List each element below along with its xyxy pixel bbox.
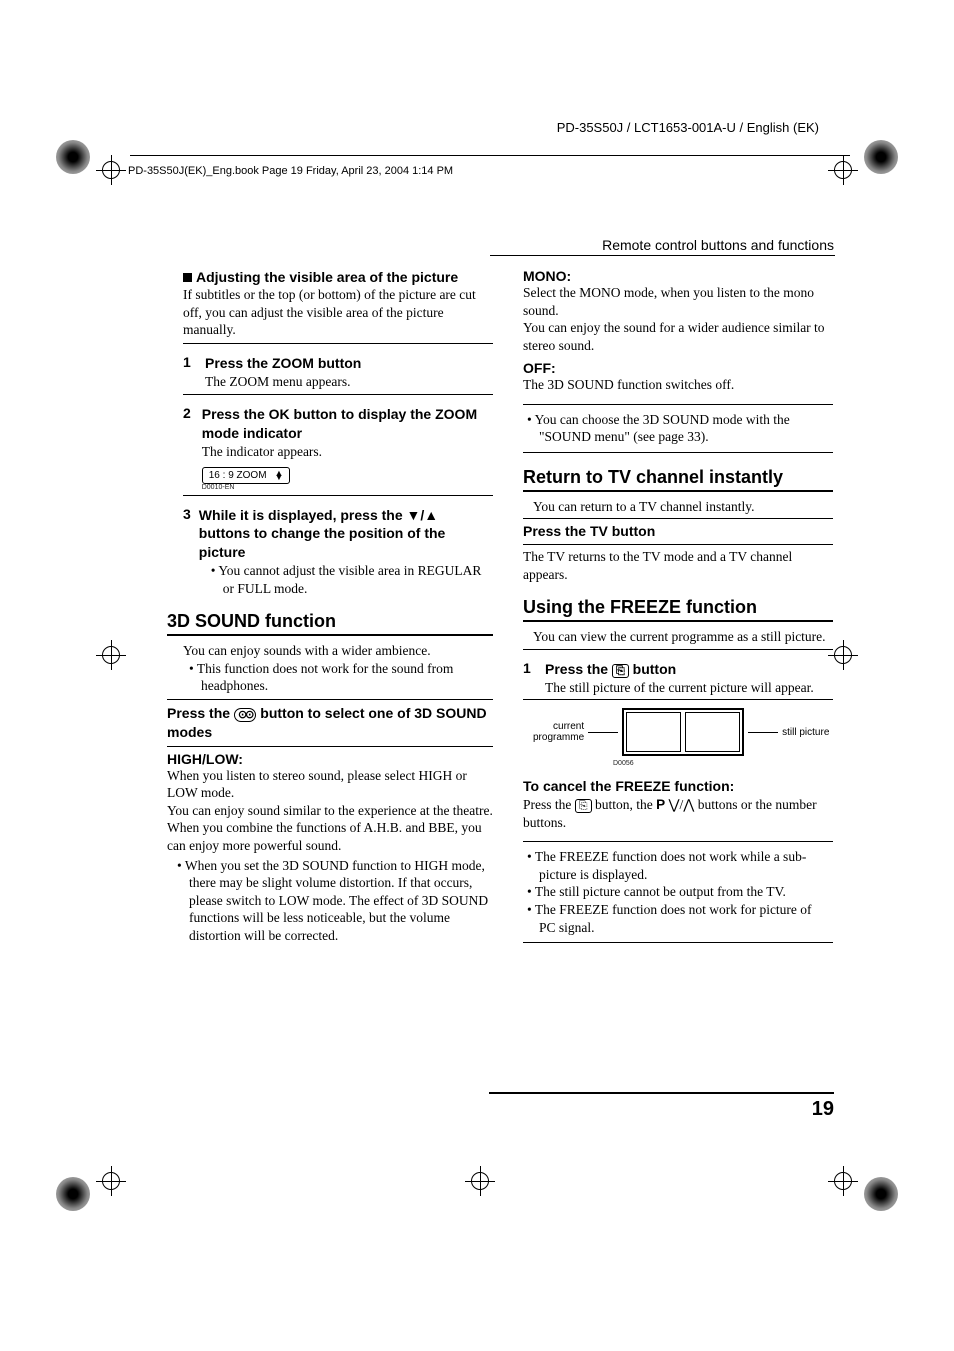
- p-glyph: P: [656, 797, 665, 812]
- section-heading: Remote control buttons and functions: [602, 237, 834, 253]
- step-number: 2: [183, 405, 194, 490]
- cancel-heading: To cancel the FREEZE function:: [523, 777, 833, 796]
- step-body: The still picture of the current picture…: [545, 679, 814, 697]
- reg-cross: [96, 1166, 126, 1196]
- step-bullet: • You cannot adjust the visible area in …: [209, 562, 493, 597]
- off-note-box: • You can choose the 3D SOUND mode with …: [523, 404, 833, 453]
- sound-heading: 3D SOUND function: [167, 611, 493, 636]
- mono-label: MONO:: [523, 268, 833, 284]
- off-note: • You can choose the 3D SOUND mode with …: [525, 411, 831, 446]
- current-screen: [626, 712, 681, 752]
- rule: [523, 518, 833, 519]
- press-tv-body: The TV returns to the TV mode and a TV c…: [523, 548, 833, 583]
- updown-arrow-icon: ▲▼: [275, 471, 284, 480]
- zoom-indicator: 16 : 9 ZOOM ▲▼: [202, 467, 291, 484]
- note-item: • The still picture cannot be output fro…: [525, 883, 831, 901]
- sound-bullet: • This function does not work for the so…: [187, 660, 493, 695]
- adjust-heading: Adjusting the visible area of the pictur…: [197, 268, 493, 286]
- step-body: The ZOOM menu appears.: [205, 373, 361, 391]
- figure-code: D0010-EN: [202, 484, 493, 491]
- left-column: Adjusting the visible area of the pictur…: [183, 268, 493, 944]
- rule: [167, 746, 493, 747]
- freeze-step-1: 1 Press the ⎘ button The still picture o…: [523, 660, 833, 696]
- tv-glyph: TV: [590, 523, 608, 539]
- rule: [523, 699, 833, 700]
- header-book-info: PD-35S50J(EK)_Eng.book Page 19 Friday, A…: [128, 165, 453, 177]
- step-title: Press the OK button to display the ZOOM …: [202, 405, 493, 443]
- rule: [523, 544, 833, 545]
- reg-cross: [96, 640, 126, 670]
- down-up-arrows-icon: ▼/▲: [407, 507, 439, 523]
- step-title: Press the ⎘ button: [545, 660, 814, 679]
- press-tv-heading: Press the TV button: [523, 522, 833, 541]
- square-bullet-icon: [183, 273, 192, 282]
- crop-mark: [56, 140, 90, 174]
- callout-line: [588, 732, 618, 733]
- step-2: 2 Press the OK button to display the ZOO…: [183, 405, 493, 490]
- callout-line: [748, 732, 778, 733]
- rule: [183, 495, 493, 496]
- adjust-body: If subtitles or the top (or bottom) of t…: [183, 286, 493, 339]
- diagram-left-label: current programme: [533, 721, 584, 743]
- mono-body: Select the MONO mode, when you listen to…: [523, 284, 833, 354]
- freeze-body: You can view the current programme as a …: [533, 628, 833, 646]
- highlow-body: When you listen to stereo sound, please …: [167, 767, 493, 855]
- step-number: 1: [183, 354, 197, 390]
- freeze-notes: • The FREEZE function does not work whil…: [523, 841, 833, 943]
- step-title: While it is displayed, press the ▼/▲ but…: [199, 506, 493, 563]
- reg-cross: [828, 1166, 858, 1196]
- reg-cross: [465, 1166, 495, 1196]
- freeze-heading: Using the FREEZE function: [523, 597, 833, 622]
- reg-cross: [828, 155, 858, 185]
- crop-mark: [864, 1177, 898, 1211]
- crop-mark: [56, 1177, 90, 1211]
- header-separator: [130, 155, 850, 156]
- step-3: 3 While it is displayed, press the ▼/▲ b…: [183, 506, 493, 598]
- rule: [523, 649, 833, 650]
- rule: [183, 343, 493, 344]
- page-number-rule: [489, 1092, 834, 1094]
- freeze-diagram: current programme still picture: [533, 708, 833, 756]
- step-1: 1 Press the ZOOM button The ZOOM menu ap…: [183, 354, 493, 390]
- freeze-icon: ⎘: [575, 799, 592, 813]
- section-heading-rule: [490, 255, 835, 256]
- crop-mark: [864, 140, 898, 174]
- step-number: 3: [183, 506, 191, 598]
- right-column: MONO: Select the MONO mode, when you lis…: [523, 268, 833, 944]
- note-item: • The FREEZE function does not work for …: [525, 901, 831, 936]
- freeze-icon: ⎘: [612, 664, 629, 678]
- ok-glyph: OK: [269, 406, 290, 422]
- cancel-body: Press the ⎘ button, the P ⋁/⋀ buttons or…: [523, 796, 833, 831]
- diagram-right-label: still picture: [782, 727, 829, 738]
- off-label: OFF:: [523, 360, 833, 376]
- screen-box: [622, 708, 744, 756]
- up-down-vee-icon: ⋁/⋀: [665, 797, 698, 812]
- rule: [183, 394, 493, 395]
- zoom-glyph: ZOOM: [272, 355, 314, 371]
- off-body: The 3D SOUND function switches off.: [523, 376, 833, 394]
- header-model: PD-35S50J / LCT1653-001A-U / English (EK…: [557, 120, 819, 135]
- still-screen: [685, 712, 740, 752]
- return-heading: Return to TV channel instantly: [523, 467, 833, 492]
- page-number: 19: [812, 1098, 834, 1121]
- step-title: Press the ZOOM button: [205, 354, 361, 373]
- highlow-label: HIGH/LOW:: [167, 751, 493, 767]
- step-number: 1: [523, 660, 537, 696]
- return-body: You can return to a TV channel instantly…: [533, 498, 833, 516]
- note-item: • The FREEZE function does not work whil…: [525, 848, 831, 883]
- figure-code: D0056: [613, 760, 833, 767]
- highlow-bullet: • When you set the 3D SOUND function to …: [175, 857, 493, 945]
- reg-cross: [96, 155, 126, 185]
- step-body: The indicator appears.: [202, 443, 493, 461]
- rule: [167, 699, 493, 700]
- sound-body: You can enjoy sounds with a wider ambien…: [183, 642, 493, 660]
- cd-icon: ⊙⊙: [234, 708, 256, 722]
- press-cd-heading: Press the ⊙⊙ button to select one of 3D …: [167, 704, 493, 742]
